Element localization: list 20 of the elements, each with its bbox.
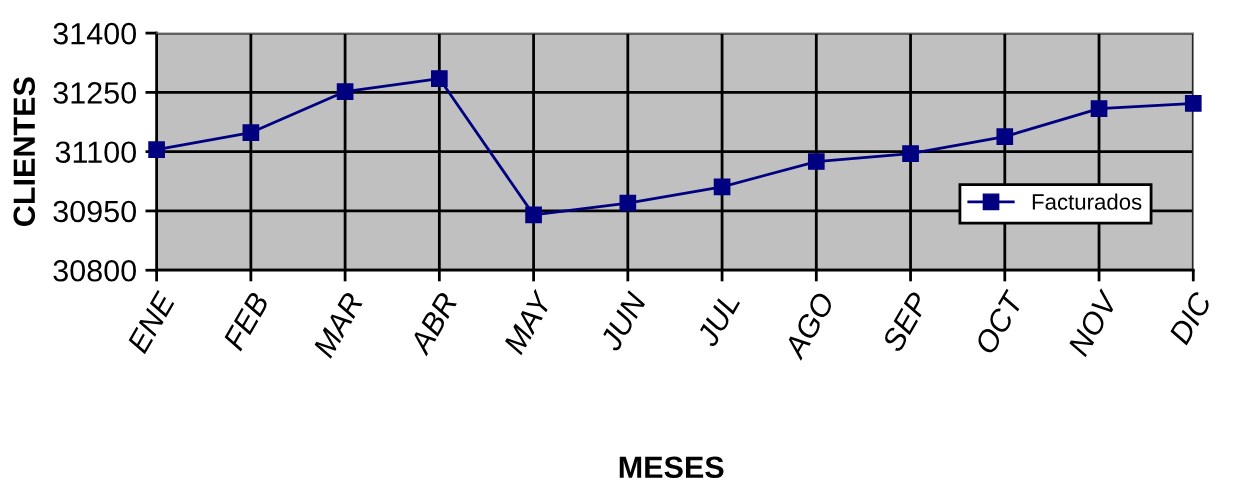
legend-label: Facturados bbox=[1032, 193, 1142, 210]
point bbox=[336, 83, 354, 100]
point bbox=[807, 153, 825, 170]
x-tick-label: JUL bbox=[695, 292, 741, 349]
y-tick-label: 31250 bbox=[53, 82, 136, 104]
y-tick-label: 30950 bbox=[53, 200, 136, 223]
y-axis-title: CLIENTES bbox=[13, 77, 36, 226]
x-axis-title: MESES bbox=[619, 456, 724, 479]
point bbox=[1090, 100, 1108, 117]
point bbox=[525, 206, 542, 224]
point bbox=[431, 70, 448, 87]
y-tick-label: 30800 bbox=[53, 259, 136, 282]
point bbox=[713, 178, 731, 196]
point bbox=[996, 128, 1014, 145]
y-tick-label: 31400 bbox=[53, 22, 136, 45]
point bbox=[242, 124, 260, 142]
y-tick-label: 31100 bbox=[55, 141, 136, 164]
point bbox=[619, 194, 637, 212]
point bbox=[902, 145, 919, 162]
point bbox=[1184, 95, 1202, 112]
